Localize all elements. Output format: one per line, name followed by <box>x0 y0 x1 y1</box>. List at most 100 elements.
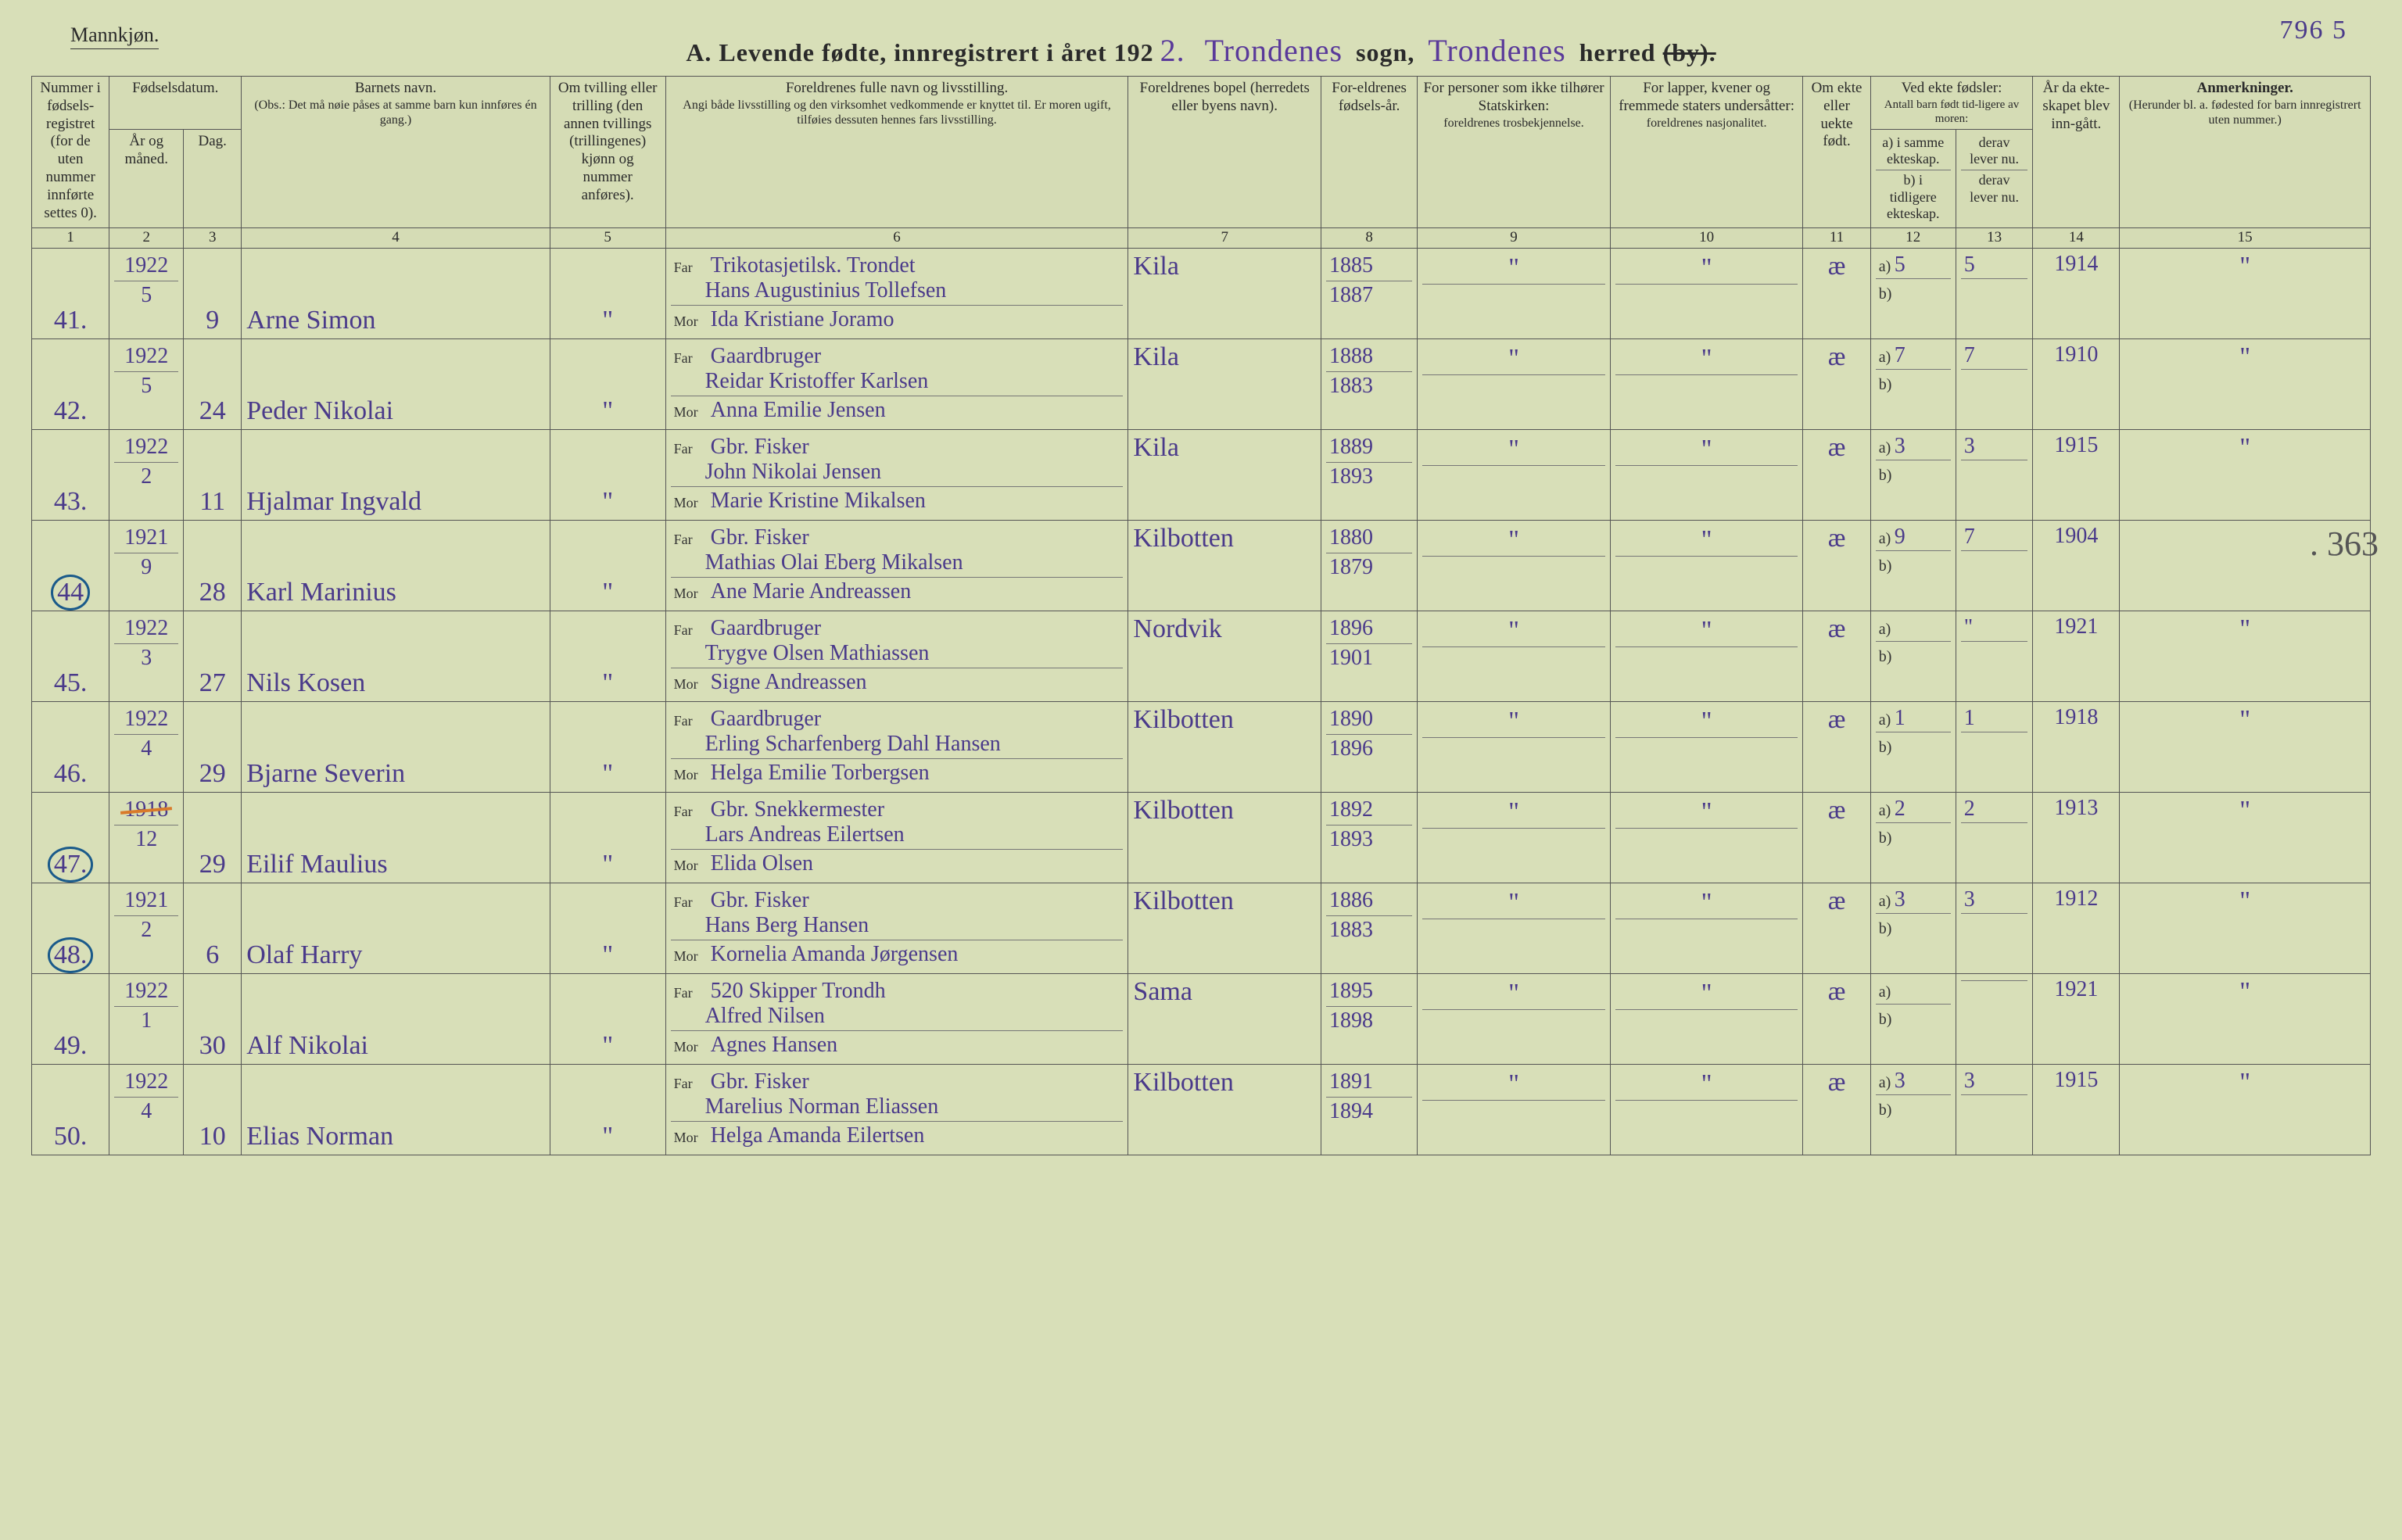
cell-twin: " <box>550 338 665 429</box>
cell-col12: a) 7 b) <box>1870 338 1956 429</box>
cell-col13: 3 <box>1956 883 2033 973</box>
cell-col14: 1914 <box>2033 248 2120 338</box>
cell-parent-years: 1892 1893 <box>1321 792 1417 883</box>
cell-year-month: 1922 4 <box>109 1064 184 1155</box>
hdr-col9-top: For personer som ikke tilhører Statskirk… <box>1422 80 1605 116</box>
cell-col13: 7 <box>1956 520 2033 611</box>
cell-tros: " <box>1418 520 1611 611</box>
cell-parents: Far Gbr. SnekkermesterLars Andreas Eiler… <box>665 792 1128 883</box>
cell-bopel: Kilbotten <box>1128 792 1321 883</box>
title-prefix: A. Levende fødte, innregistrert i året 1… <box>686 38 1153 66</box>
cell-child-name: Nils Kosen <box>242 611 550 701</box>
colnum-5: 5 <box>550 227 665 248</box>
cell-anm: " <box>2120 248 2371 338</box>
cell-twin: " <box>550 429 665 520</box>
cell-col14: 1921 <box>2033 973 2120 1064</box>
margin-note: . 363 <box>2310 524 2379 564</box>
hdr-col12b: b) i tidligere ekteskap. <box>1876 170 1951 224</box>
cell-child-name: Olaf Harry <box>242 883 550 973</box>
by-struck: (by). <box>1663 38 1716 66</box>
colnum-10: 10 <box>1610 227 1803 248</box>
hdr-col7: Foreldrenes bopel (herredets eller byens… <box>1128 77 1321 228</box>
cell-number: 42. <box>32 338 109 429</box>
register-page: 796 5 Mannkjøn. A. Levende fødte, innreg… <box>31 23 2371 1517</box>
cell-ekte: æ <box>1803 973 1870 1064</box>
hdr-col4-sub: (Obs.: Det må nøie påses at samme barn k… <box>246 98 545 127</box>
sogn-handwritten: Trondenes <box>1199 33 1349 68</box>
cell-col12: a) 2 b) <box>1870 792 1956 883</box>
cell-ekte: æ <box>1803 429 1870 520</box>
cell-col12: a) 3 b) <box>1870 883 1956 973</box>
cell-parent-years: 1888 1883 <box>1321 338 1417 429</box>
colnum-9: 9 <box>1418 227 1611 248</box>
colnum-11: 11 <box>1803 227 1870 248</box>
cell-parents: Far GaardbrugerReidar Kristoffer Karlsen… <box>665 338 1128 429</box>
herred-handwritten: Trondenes <box>1421 33 1572 68</box>
cell-child-name: Arne Simon <box>242 248 550 338</box>
cell-number: 45. <box>32 611 109 701</box>
hdr-col2: År og måned. <box>109 129 184 227</box>
cell-number: 44 <box>32 520 109 611</box>
hdr-col12a: a) i samme ekteskap. <box>1876 133 1951 170</box>
hdr-col3: Dag. <box>184 129 242 227</box>
table-body: 41. 1922 5 9 Arne Simon " Far Trikotasje… <box>32 248 2371 1155</box>
hdr-col10: For lapper, kvener og fremmede staters u… <box>1610 77 1803 228</box>
cell-nasjonalitet: " <box>1610 973 1803 1064</box>
cell-nasjonalitet: " <box>1610 248 1803 338</box>
cell-ekte: æ <box>1803 792 1870 883</box>
hdr-col9: For personer som ikke tilhører Statskirk… <box>1418 77 1611 228</box>
colnum-6: 6 <box>665 227 1128 248</box>
cell-child-name: Elias Norman <box>242 1064 550 1155</box>
cell-col14: 1915 <box>2033 429 2120 520</box>
cell-col13: 3 <box>1956 429 2033 520</box>
hdr-col10-sub: foreldrenes nasjonalitet. <box>1615 116 1798 131</box>
cell-anm: " <box>2120 792 2371 883</box>
cell-col13: 5 <box>1956 248 2033 338</box>
cell-year-month: 1922 2 <box>109 429 184 520</box>
cell-bopel: Kilbotten <box>1128 520 1321 611</box>
register-title: A. Levende fødte, innregistrert i året 1… <box>31 34 2371 68</box>
cell-col14: 1912 <box>2033 883 2120 973</box>
cell-year-month: 1922 1 <box>109 973 184 1064</box>
table-row: 42. 1922 5 24 Peder Nikolai " Far Gaardb… <box>32 338 2371 429</box>
hdr-col13a: derav lever nu. <box>1961 133 2028 170</box>
cell-col12: a) 5 b) <box>1870 248 1956 338</box>
cell-number: 46. <box>32 701 109 792</box>
cell-col12: a) 3 b) <box>1870 429 1956 520</box>
cell-year-month: 1922 3 <box>109 611 184 701</box>
cell-parents: Far GaardbrugerTrygve Olsen Mathiassen M… <box>665 611 1128 701</box>
cell-number: 49. <box>32 973 109 1064</box>
cell-child-name: Alf Nikolai <box>242 973 550 1064</box>
cell-day: 28 <box>184 520 242 611</box>
cell-child-name: Peder Nikolai <box>242 338 550 429</box>
table-header: Nummer i fødsels-registret (for de uten … <box>32 77 2371 249</box>
table-row: 46. 1922 4 29 Bjarne Severin " Far Gaard… <box>32 701 2371 792</box>
colnum-7: 7 <box>1128 227 1321 248</box>
page-number-handwritten: 796 5 <box>2280 16 2348 45</box>
cell-bopel: Kila <box>1128 248 1321 338</box>
cell-child-name: Karl Marinius <box>242 520 550 611</box>
cell-nasjonalitet: " <box>1610 792 1803 883</box>
cell-anm: " <box>2120 973 2371 1064</box>
table-row: 47. 1918 12 29 Eilif Maulius " Far Gbr. … <box>32 792 2371 883</box>
hdr-col6-top: Foreldrenes fulle navn og livsstilling. <box>671 80 1124 98</box>
table-row: 43. 1922 2 11 Hjalmar Ingvald " Far Gbr.… <box>32 429 2371 520</box>
cell-twin: " <box>550 792 665 883</box>
cell-nasjonalitet: " <box>1610 701 1803 792</box>
cell-day: 11 <box>184 429 242 520</box>
cell-col14: 1913 <box>2033 792 2120 883</box>
column-number-row: 1 2 3 4 5 6 7 8 9 10 11 12 13 14 15 <box>32 227 2371 248</box>
title-year-suffix: 2. <box>1154 33 1192 68</box>
cell-child-name: Eilif Maulius <box>242 792 550 883</box>
colnum-2: 2 <box>109 227 184 248</box>
cell-ekte: æ <box>1803 611 1870 701</box>
cell-day: 29 <box>184 792 242 883</box>
cell-parents: Far Gbr. FiskerHans Berg Hansen Mor Korn… <box>665 883 1128 973</box>
colnum-4: 4 <box>242 227 550 248</box>
hdr-col15: Anmerkninger. (Herunder bl. a. fødested … <box>2120 77 2371 228</box>
colnum-12: 12 <box>1870 227 1956 248</box>
cell-year-month: 1921 2 <box>109 883 184 973</box>
cell-nasjonalitet: " <box>1610 1064 1803 1155</box>
cell-tros: " <box>1418 338 1611 429</box>
cell-year-month: 1918 12 <box>109 792 184 883</box>
